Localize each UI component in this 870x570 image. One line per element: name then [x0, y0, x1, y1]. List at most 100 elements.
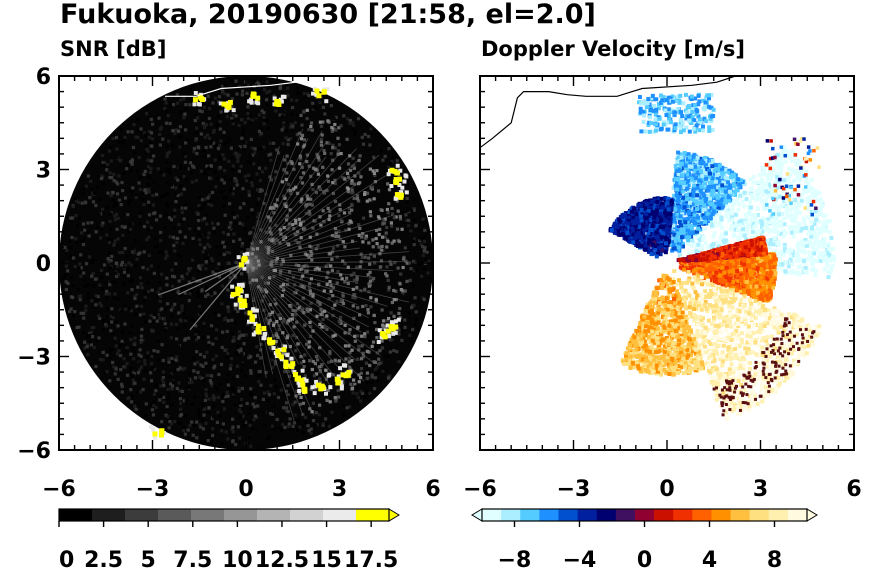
strong-echo-cell — [388, 324, 394, 330]
colorbar-segment — [749, 509, 770, 521]
colorbar-frame — [58, 508, 390, 522]
strong-echo-cell — [200, 97, 206, 103]
strong-echo-cell — [289, 363, 295, 369]
strong-echo-cell — [159, 428, 165, 434]
strong-echo-cell — [321, 89, 327, 95]
colorbar-segment — [673, 509, 693, 521]
snr-strong-echoes — [152, 88, 404, 438]
doppler-panel: −6 −3 0 3 6 — [463, 75, 862, 502]
strong-echo-cell — [270, 339, 276, 345]
radar-center — [663, 259, 671, 267]
strong-echo-cell — [314, 88, 320, 94]
strong-echo-cell — [398, 194, 404, 200]
strong-echo-cell — [346, 369, 352, 375]
colorbar-tick-label: 8 — [767, 548, 782, 570]
colorbar-tick-label: −4 — [563, 548, 597, 570]
x-tick-label: −6 — [463, 477, 497, 502]
colorbar-segment — [787, 509, 808, 521]
strong-echo-cell — [275, 348, 281, 354]
colorbar-segment — [520, 509, 540, 521]
strong-echo-cell — [192, 97, 198, 103]
strong-echo-cell — [381, 332, 387, 338]
strong-echo-cell — [241, 257, 247, 263]
strong-echo-cell — [255, 323, 261, 329]
colorbar-segment — [257, 509, 291, 521]
x-tick-label: 6 — [846, 477, 861, 502]
strong-echo-cell — [320, 385, 326, 391]
x-tick-label: 0 — [238, 477, 253, 502]
colorbar-max-arrow — [388, 508, 400, 522]
colorbar-tick-label: 17.5 — [344, 548, 398, 570]
colorbar-segment — [191, 509, 225, 521]
colorbar-segment — [290, 509, 324, 521]
strong-echo-cell — [239, 303, 245, 309]
colorbar-segment — [92, 509, 126, 521]
colorbar-segment — [634, 509, 655, 521]
strong-echo-cell — [394, 192, 400, 198]
strong-echo-cell — [316, 93, 322, 99]
colorbar-tick-label: 4 — [702, 548, 717, 570]
strong-echo-cell — [394, 180, 400, 186]
velocity-north-cluster — [637, 92, 821, 417]
strong-echo-cell — [385, 328, 391, 334]
strong-echo-cell — [230, 291, 236, 297]
colorbar-segment — [224, 509, 258, 521]
colorbar-segment — [125, 509, 159, 521]
strong-echo-cell — [283, 364, 289, 370]
strong-echo-cell — [335, 378, 341, 384]
strong-echo-cell — [241, 298, 247, 304]
colorbar-tick-label: 10 — [222, 548, 253, 570]
velocity-field — [608, 145, 837, 421]
strong-echo-cell — [290, 361, 296, 367]
x-tick-label: −6 — [42, 477, 76, 502]
coastline — [480, 76, 736, 149]
strong-echo-cell — [261, 326, 267, 332]
y-tick-label: 3 — [36, 159, 51, 184]
colorbar-tick-label: 2.5 — [84, 548, 123, 570]
colorbar-segment — [596, 509, 617, 521]
colorbar-tick-label: 5 — [141, 548, 156, 570]
strong-echo-cell — [250, 91, 256, 97]
velocity-colorbar: −8 −4 0 4 8 — [471, 508, 818, 570]
strong-echo-cell — [221, 101, 227, 107]
colorbar-segment — [558, 509, 578, 521]
strong-echo-cell — [256, 329, 262, 335]
colorbar-tick-label: 15 — [311, 548, 342, 570]
colorbar-tick-label: 7.5 — [173, 548, 212, 570]
colorbar-segment — [323, 509, 357, 521]
colorbar-segment — [654, 509, 674, 521]
strong-echo-cell — [299, 377, 305, 383]
strong-echo-cell — [300, 382, 306, 388]
snr-panel: −6 −3 0 3 6 6 3 0 −3 −6 — [17, 65, 440, 502]
strong-echo-cell — [393, 324, 399, 330]
strong-echo-cell — [283, 359, 289, 365]
x-tick-label: 3 — [332, 477, 347, 502]
strong-echo-cell — [292, 372, 298, 378]
strong-echo-cell — [276, 352, 282, 358]
colorbar-segment — [615, 509, 636, 521]
y-tick-label: 6 — [36, 65, 51, 90]
strong-echo-cell — [274, 98, 280, 104]
strong-echo-cell — [389, 167, 395, 173]
colorbar-tick-label: 12.5 — [255, 548, 309, 570]
snr-colorbar: 0 2.5 5 7.5 10 12.5 15 17.5 — [58, 508, 400, 570]
x-tick-label: 3 — [753, 477, 768, 502]
strong-echo-cell — [315, 382, 321, 388]
strong-echo-cell — [343, 373, 349, 379]
y-tick-label: −3 — [17, 346, 51, 371]
strong-echo-cell — [227, 99, 233, 105]
colorbar-segment — [482, 509, 502, 521]
strong-echo-cell — [393, 177, 399, 183]
snr-speckle-field — [62, 79, 431, 448]
snr-panel-title: SNR [dB] — [60, 37, 166, 61]
strong-echo-cell — [237, 297, 243, 303]
strong-echo-cell — [394, 170, 400, 176]
doppler-panel-title: Doppler Velocity [m/s] — [481, 37, 745, 61]
y-tick-label: 0 — [36, 252, 51, 277]
colorbar-segment — [768, 509, 789, 521]
strong-echo-cell — [397, 176, 403, 182]
colorbar-segment — [356, 509, 390, 521]
colorbar-segment — [730, 509, 751, 521]
x-tick-label: −3 — [557, 477, 591, 502]
